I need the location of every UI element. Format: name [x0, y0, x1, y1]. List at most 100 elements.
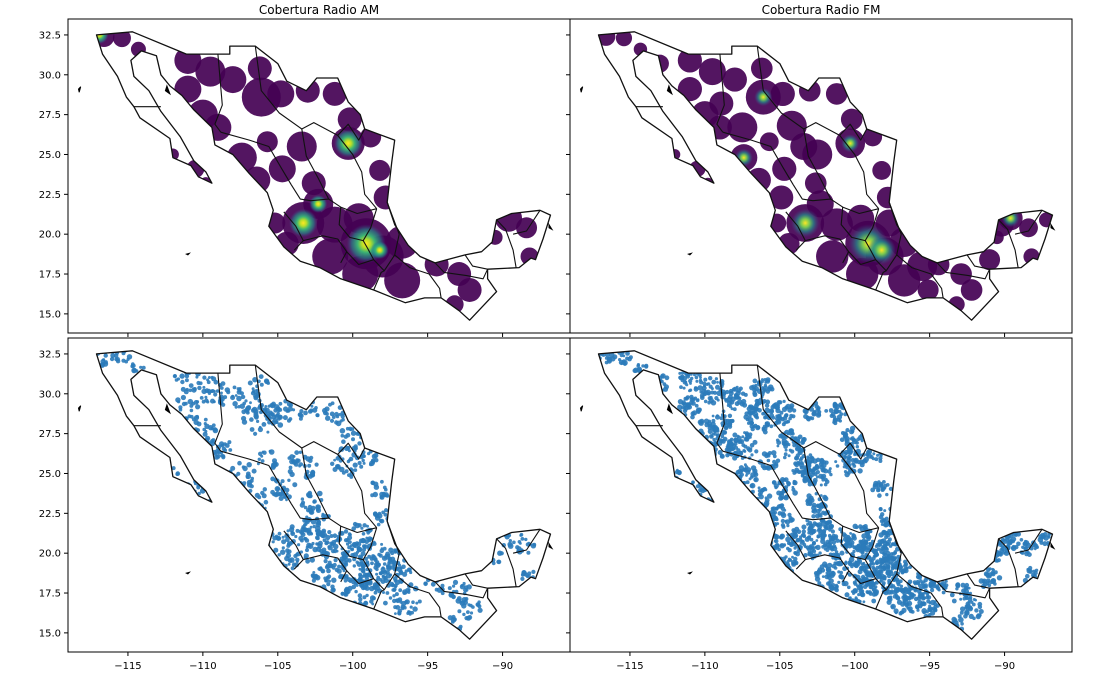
coverage-point	[853, 597, 859, 603]
coverage-point	[245, 499, 251, 504]
coverage-point	[919, 605, 923, 609]
coverage-point	[757, 489, 762, 493]
coverage-point	[803, 397, 809, 403]
coverage-point	[857, 606, 861, 609]
x-tick-label: −105	[264, 661, 291, 672]
coverage-point	[978, 609, 984, 614]
coverage-point	[362, 454, 366, 459]
coverage-point	[930, 588, 935, 593]
coverage-point	[736, 486, 740, 490]
coverage-point	[906, 606, 910, 610]
coverage-point	[362, 595, 367, 600]
coverage-point	[200, 439, 205, 444]
coverage-point	[305, 558, 310, 564]
state-border	[362, 240, 375, 260]
coverage-point	[738, 386, 743, 391]
coverage-point	[726, 404, 730, 407]
coverage-point	[711, 418, 716, 423]
coverage-point	[240, 394, 246, 400]
coverage-point	[910, 550, 916, 555]
coverage-point	[765, 379, 771, 384]
coverage-point	[793, 533, 799, 539]
coverage-point	[325, 551, 330, 557]
coverage-point	[273, 547, 279, 553]
coverage-point	[706, 443, 711, 447]
coverage-point	[315, 413, 320, 417]
coverage-point	[371, 453, 377, 459]
coverage-point	[507, 524, 513, 530]
coverage-point	[363, 572, 368, 577]
coverage-point	[243, 494, 248, 500]
coverage-point	[663, 384, 670, 390]
coverage-point	[205, 444, 209, 448]
coverage-point	[352, 462, 358, 468]
coverage-point	[683, 396, 688, 401]
coverage-point	[758, 494, 764, 500]
coverage-point	[198, 498, 203, 504]
coverage-point	[780, 523, 786, 528]
state-border	[394, 254, 442, 298]
coverage-point	[699, 380, 704, 385]
coverage-point	[852, 592, 855, 595]
coverage-point	[814, 573, 820, 579]
coverage-point	[786, 560, 790, 564]
coverage-point	[298, 450, 303, 454]
coverage-point	[859, 578, 863, 582]
coverage-point	[793, 546, 797, 550]
coverage-point	[171, 466, 176, 471]
coverage-point	[305, 548, 309, 553]
state-border	[839, 123, 868, 141]
coverage-point	[355, 607, 361, 613]
coverage-point	[770, 404, 776, 410]
coverage-point	[417, 599, 422, 604]
coverage-point	[999, 529, 1004, 534]
coverage-point	[459, 600, 466, 606]
coverage-point	[885, 483, 890, 487]
coverage-point	[805, 501, 810, 506]
state-border	[220, 450, 292, 505]
coverage-point	[847, 560, 853, 566]
coverage-point	[787, 557, 792, 561]
coverage-point	[325, 415, 331, 421]
panel-frame	[569, 18, 1073, 334]
coverage-point	[378, 571, 383, 576]
coverage-point	[1005, 528, 1011, 534]
coverage-point	[875, 446, 880, 451]
coverage-point	[283, 406, 289, 412]
coverage-point	[1030, 579, 1034, 583]
coverage-point	[361, 566, 366, 571]
coverage-point	[414, 551, 419, 556]
coverage-point	[294, 450, 300, 455]
coverage-point	[700, 440, 705, 445]
coverage-point	[189, 437, 194, 443]
coverage-point	[201, 500, 205, 505]
coverage-point	[1010, 527, 1014, 531]
coverage-point	[452, 579, 459, 586]
coverage-point	[937, 571, 943, 577]
coverage-point	[263, 542, 268, 547]
coverage-point	[849, 532, 852, 535]
coverage-area	[979, 249, 1001, 271]
coverage-point	[281, 539, 287, 545]
coverage-point	[695, 484, 700, 489]
coverage-point	[278, 496, 284, 501]
state-border	[496, 219, 517, 268]
coverage-point	[354, 589, 358, 594]
map-panel-am_intensity: 32.5 30.0 27.5 25.0 22.5 20.0 17.5 15.0 Cobertur…	[39, 3, 571, 337]
coverage-point	[749, 503, 754, 508]
state-border	[362, 559, 375, 579]
coverage-point	[724, 426, 728, 430]
coverage-point	[906, 550, 911, 555]
coverage-point	[787, 454, 791, 458]
panel-title: Cobertura Radio AM	[259, 3, 379, 17]
x-tick-label: −90	[492, 661, 513, 672]
island	[666, 403, 673, 415]
coverage-point	[864, 569, 869, 574]
coverage-point	[813, 472, 818, 477]
coverage-point	[726, 422, 732, 428]
coverage-point	[285, 537, 290, 543]
coverage-point	[328, 579, 331, 583]
coverage-point	[812, 411, 817, 416]
coverage-point	[951, 626, 955, 629]
y-tick-label: 22.5	[39, 509, 61, 520]
